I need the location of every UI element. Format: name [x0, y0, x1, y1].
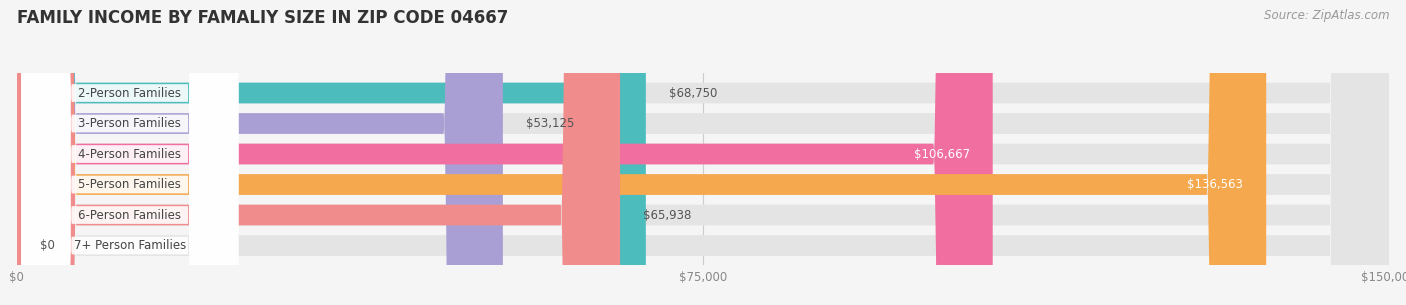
- FancyBboxPatch shape: [17, 0, 993, 305]
- FancyBboxPatch shape: [17, 0, 1389, 305]
- Text: 6-Person Families: 6-Person Families: [79, 209, 181, 221]
- FancyBboxPatch shape: [21, 0, 238, 305]
- FancyBboxPatch shape: [21, 0, 238, 305]
- FancyBboxPatch shape: [21, 0, 238, 305]
- FancyBboxPatch shape: [21, 0, 238, 305]
- Text: 4-Person Families: 4-Person Families: [79, 148, 181, 160]
- FancyBboxPatch shape: [17, 0, 620, 305]
- Text: $106,667: $106,667: [914, 148, 970, 160]
- FancyBboxPatch shape: [17, 0, 1389, 305]
- FancyBboxPatch shape: [17, 0, 1267, 305]
- Text: 3-Person Families: 3-Person Families: [79, 117, 181, 130]
- FancyBboxPatch shape: [17, 0, 1389, 305]
- FancyBboxPatch shape: [17, 0, 1389, 305]
- FancyBboxPatch shape: [17, 0, 645, 305]
- Text: $68,750: $68,750: [669, 87, 717, 99]
- Text: $65,938: $65,938: [643, 209, 692, 221]
- FancyBboxPatch shape: [17, 0, 503, 305]
- Text: 7+ Person Families: 7+ Person Families: [73, 239, 186, 252]
- Text: $136,563: $136,563: [1188, 178, 1243, 191]
- Text: $53,125: $53,125: [526, 117, 574, 130]
- FancyBboxPatch shape: [17, 0, 1389, 305]
- Text: 5-Person Families: 5-Person Families: [79, 178, 181, 191]
- FancyBboxPatch shape: [17, 0, 1389, 305]
- FancyBboxPatch shape: [21, 0, 238, 305]
- Text: Source: ZipAtlas.com: Source: ZipAtlas.com: [1264, 9, 1389, 22]
- FancyBboxPatch shape: [21, 0, 238, 305]
- Text: FAMILY INCOME BY FAMALIY SIZE IN ZIP CODE 04667: FAMILY INCOME BY FAMALIY SIZE IN ZIP COD…: [17, 9, 508, 27]
- Text: 2-Person Families: 2-Person Families: [79, 87, 181, 99]
- Text: $0: $0: [39, 239, 55, 252]
